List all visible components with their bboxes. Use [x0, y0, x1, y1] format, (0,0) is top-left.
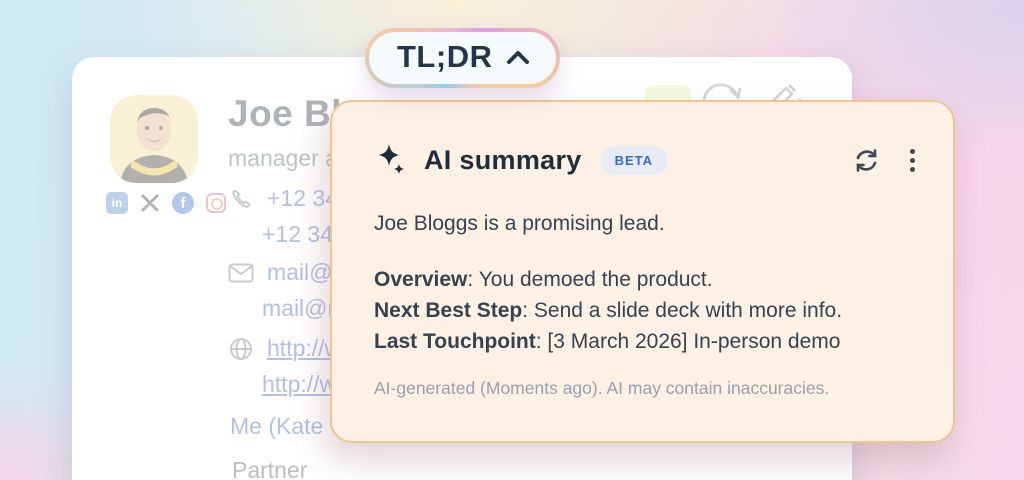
tldr-toggle-button[interactable]: TL;DR — [365, 28, 561, 88]
instagram-icon[interactable] — [206, 193, 226, 213]
summary-item: Overview: You demoed the product. — [374, 264, 911, 295]
summary-item-label: Next Best Step — [374, 299, 523, 322]
beta-badge: BETA — [599, 145, 669, 175]
chevron-up-icon — [506, 50, 530, 65]
social-links: in f — [106, 192, 226, 214]
refresh-button[interactable] — [853, 147, 880, 174]
summary-item-text: : You demoed the product. — [467, 268, 713, 291]
ai-summary-card: AI summary BETA Joe Bloggs is a promisin… — [330, 100, 955, 443]
email-icon — [228, 263, 254, 283]
ai-summary-body: Joe Bloggs is a promising lead. Overview… — [332, 212, 953, 399]
ai-summary-title: AI summary — [424, 144, 582, 175]
summary-item-label: Overview — [374, 268, 468, 291]
more-options-button[interactable] — [906, 145, 919, 176]
summary-item-text: : [3 March 2026] In-person demo — [535, 330, 841, 353]
phone-icon — [228, 187, 254, 211]
refresh-icon — [856, 148, 877, 172]
summary-item-label: Last Touchpoint — [374, 330, 536, 353]
summary-item-text: : Send a slide deck with more info. — [522, 299, 843, 322]
summary-item: Next Best Step: Send a slide deck with m… — [374, 295, 911, 326]
avatar-illustration — [110, 95, 198, 183]
facebook-icon[interactable]: f — [172, 192, 194, 214]
x-icon[interactable] — [140, 193, 160, 213]
summary-item: Last Touchpoint: [3 March 2026] In-perso… — [374, 326, 911, 357]
ai-summary-header: AI summary BETA — [332, 102, 953, 178]
history-icon[interactable] — [698, 82, 744, 109]
avatar — [110, 95, 198, 183]
summary-lead: Joe Bloggs is a promising lead. — [374, 212, 665, 235]
tldr-label: TL;DR — [397, 39, 493, 74]
globe-icon — [228, 337, 254, 361]
partner-section-label: Partner — [232, 457, 308, 480]
summary-items: Overview: You demoed the product. Next B… — [374, 264, 911, 357]
sparkle-icon — [374, 142, 410, 178]
ai-disclaimer: AI-generated (Moments ago). AI may conta… — [374, 378, 830, 398]
linkedin-icon[interactable]: in — [106, 192, 128, 214]
